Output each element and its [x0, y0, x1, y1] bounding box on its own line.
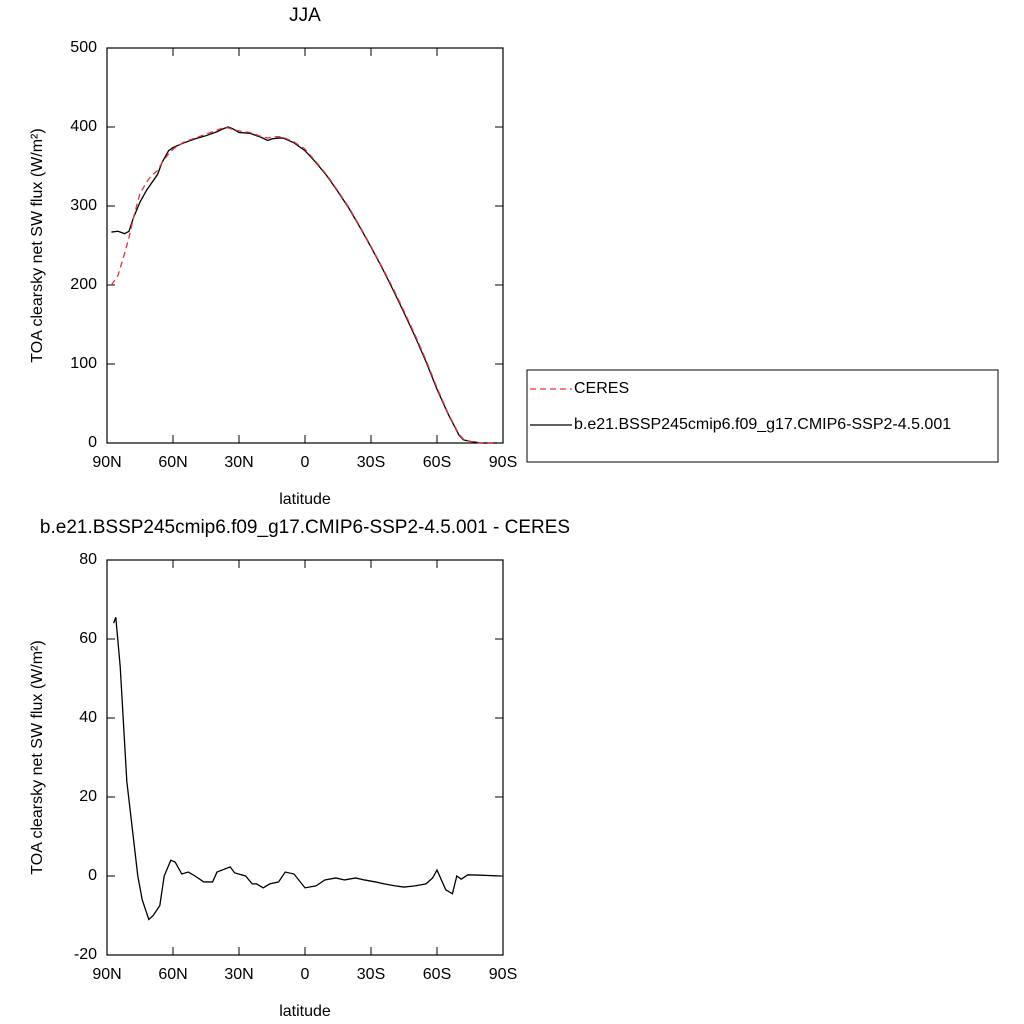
x-tick-label: 60N: [158, 966, 187, 983]
y-tick-label: 0: [88, 867, 97, 884]
y-tick-label: 200: [70, 276, 97, 293]
y-tick-label: 0: [88, 434, 97, 451]
x-tick-label: 30S: [357, 966, 385, 983]
y-tick-label: 100: [70, 355, 97, 372]
x-tick-label: 30S: [357, 454, 385, 471]
x-axis-label: latitude: [279, 491, 331, 508]
y-tick-label: 40: [79, 709, 97, 726]
y-axis-label: TOA clearsky net SW flux (W/m²): [29, 128, 46, 362]
x-axis-label: latitude: [279, 1003, 331, 1020]
x-tick-label: 0: [301, 454, 310, 471]
chart-title: b.e21.BSSP245cmip6.f09_g17.CMIP6-SSP2-4.…: [40, 517, 570, 538]
data-line: [112, 617, 501, 921]
x-tick-label: 60S: [423, 966, 451, 983]
x-tick-label: 90N: [92, 966, 121, 983]
x-tick-label: 90N: [92, 454, 121, 471]
y-tick-label: 400: [70, 118, 97, 135]
legend: CERES b.e21.BSSP245cmip6.f09_g17.CMIP6-SS…: [526, 369, 999, 463]
plot-frame: [106, 47, 504, 444]
y-tick-label: 500: [70, 39, 97, 56]
x-tick-label: 60N: [158, 454, 187, 471]
y-tick-label: 300: [70, 197, 97, 214]
x-tick-label: 30N: [224, 966, 253, 983]
data-line: [111, 126, 499, 444]
x-tick-label: 30N: [224, 454, 253, 471]
x-tick-label: 90S: [489, 966, 517, 983]
legend-label: b.e21.BSSP245cmip6.f09_g17.CMIP6-SSP2-4.…: [574, 416, 951, 433]
y-axis-label: TOA clearsky net SW flux (W/m²): [29, 640, 46, 874]
y-tick-label: 80: [79, 551, 97, 568]
x-tick-label: 0: [301, 966, 310, 983]
plot-frame: [106, 559, 504, 956]
y-tick-label: 20: [79, 788, 97, 805]
chart-title: JJA: [289, 5, 321, 26]
data-line: [110, 127, 499, 444]
legend-box: [526, 369, 999, 463]
legend-label: CERES: [574, 380, 629, 397]
x-tick-label: 60S: [423, 454, 451, 471]
x-tick-label: 90S: [489, 454, 517, 471]
y-tick-label: 60: [79, 630, 97, 647]
y-tick-label: -20: [74, 946, 97, 963]
